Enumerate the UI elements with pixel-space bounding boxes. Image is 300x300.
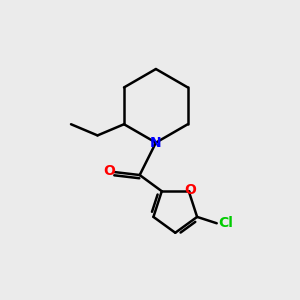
Text: Cl: Cl [218,216,233,230]
Text: O: O [184,183,196,197]
Text: O: O [103,164,115,178]
Text: N: N [150,136,162,150]
